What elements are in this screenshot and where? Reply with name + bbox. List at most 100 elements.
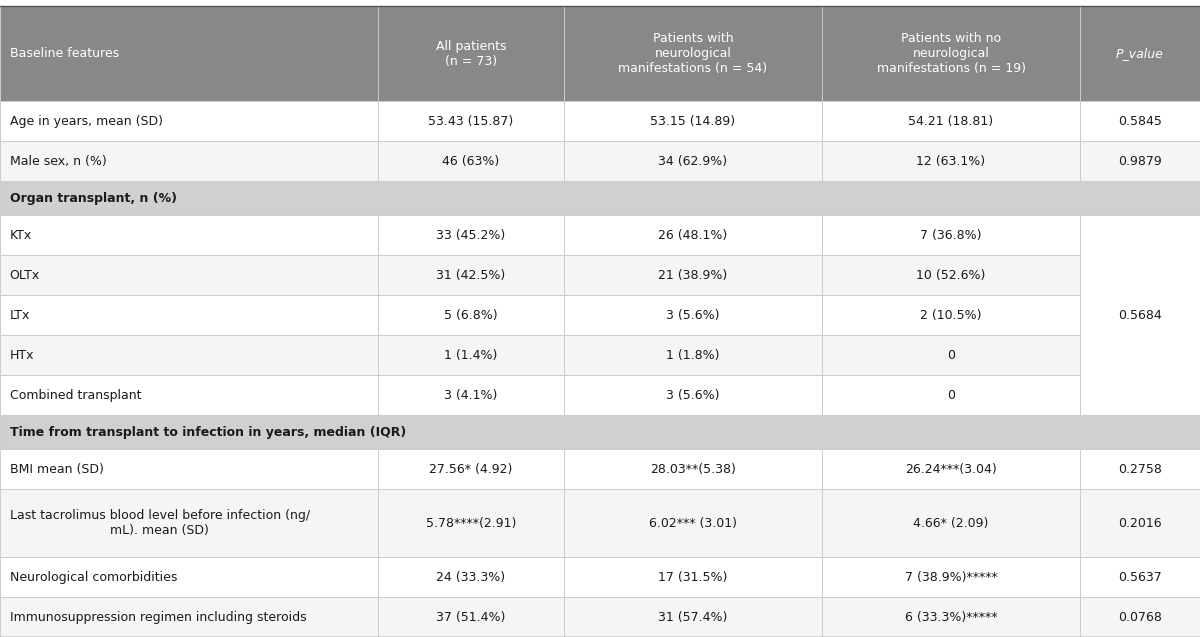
Bar bbox=[564, 335, 822, 375]
Text: 2 (10.5%): 2 (10.5%) bbox=[920, 309, 982, 322]
Text: 28.03**(5.38): 28.03**(5.38) bbox=[650, 463, 736, 476]
Text: 6 (33.3%)*****: 6 (33.3%)***** bbox=[905, 611, 997, 624]
Text: 53.15 (14.89): 53.15 (14.89) bbox=[650, 115, 736, 128]
Text: 0.9879: 0.9879 bbox=[1118, 155, 1162, 168]
Text: 53.43 (15.87): 53.43 (15.87) bbox=[428, 115, 514, 128]
Bar bbox=[378, 375, 564, 415]
Bar bbox=[378, 489, 564, 557]
Bar bbox=[1080, 557, 1200, 598]
Text: 5.78****(2.91): 5.78****(2.91) bbox=[426, 517, 516, 530]
Bar bbox=[822, 335, 1080, 375]
Bar bbox=[564, 6, 822, 101]
Bar bbox=[0, 489, 378, 557]
Text: BMI mean (SD): BMI mean (SD) bbox=[10, 463, 103, 476]
Text: 4.66* (2.09): 4.66* (2.09) bbox=[913, 517, 989, 530]
Bar bbox=[0, 335, 378, 375]
Bar bbox=[378, 296, 564, 335]
Bar bbox=[822, 101, 1080, 141]
Bar bbox=[822, 255, 1080, 296]
Bar bbox=[1080, 215, 1200, 415]
Text: Time from transplant to infection in years, median (IQR): Time from transplant to infection in yea… bbox=[10, 426, 406, 439]
Bar bbox=[378, 449, 564, 489]
Bar bbox=[378, 335, 564, 375]
Bar bbox=[564, 255, 822, 296]
Text: 12 (63.1%): 12 (63.1%) bbox=[917, 155, 985, 168]
Text: 21 (38.9%): 21 (38.9%) bbox=[659, 269, 727, 282]
Bar bbox=[822, 215, 1080, 255]
Text: 6.02*** (3.01): 6.02*** (3.01) bbox=[649, 517, 737, 530]
Text: 0.2016: 0.2016 bbox=[1118, 517, 1162, 530]
Text: 26 (48.1%): 26 (48.1%) bbox=[659, 229, 727, 242]
Text: 10 (52.6%): 10 (52.6%) bbox=[917, 269, 985, 282]
Text: HTx: HTx bbox=[10, 349, 34, 362]
Bar bbox=[378, 215, 564, 255]
Text: Age in years, mean (SD): Age in years, mean (SD) bbox=[10, 115, 163, 128]
Bar bbox=[564, 141, 822, 182]
Text: 0.5637: 0.5637 bbox=[1118, 571, 1162, 584]
Text: 0: 0 bbox=[947, 349, 955, 362]
Text: 7 (36.8%): 7 (36.8%) bbox=[920, 229, 982, 242]
Text: 1 (1.4%): 1 (1.4%) bbox=[444, 349, 498, 362]
Bar bbox=[1080, 101, 1200, 141]
Bar bbox=[822, 449, 1080, 489]
Bar bbox=[564, 557, 822, 598]
Bar bbox=[822, 375, 1080, 415]
Bar bbox=[564, 375, 822, 415]
Text: All patients
(n = 73): All patients (n = 73) bbox=[436, 40, 506, 68]
Text: 27.56* (4.92): 27.56* (4.92) bbox=[430, 463, 512, 476]
Text: 33 (45.2%): 33 (45.2%) bbox=[437, 229, 505, 242]
Bar bbox=[0, 215, 378, 255]
Text: Immunosuppression regimen including steroids: Immunosuppression regimen including ster… bbox=[10, 611, 306, 624]
Bar bbox=[822, 6, 1080, 101]
Bar bbox=[822, 296, 1080, 335]
Bar bbox=[564, 215, 822, 255]
Text: 46 (63%): 46 (63%) bbox=[443, 155, 499, 168]
Bar bbox=[1080, 6, 1200, 101]
Text: Combined transplant: Combined transplant bbox=[10, 389, 142, 402]
Bar bbox=[0, 182, 1200, 215]
Text: 31 (57.4%): 31 (57.4%) bbox=[659, 611, 727, 624]
Text: 0.0768: 0.0768 bbox=[1118, 611, 1162, 624]
Bar bbox=[378, 101, 564, 141]
Text: Last tacrolimus blood level before infection (ng/
mL). mean (SD): Last tacrolimus blood level before infec… bbox=[10, 510, 310, 538]
Text: 0.5684: 0.5684 bbox=[1118, 309, 1162, 322]
Bar bbox=[0, 449, 378, 489]
Bar bbox=[564, 598, 822, 637]
Bar bbox=[0, 6, 378, 101]
Text: OLTx: OLTx bbox=[10, 269, 40, 282]
Text: Patients with
neurological
manifestations (n = 54): Patients with neurological manifestation… bbox=[618, 32, 768, 75]
Text: KTx: KTx bbox=[10, 229, 32, 242]
Text: 0: 0 bbox=[947, 389, 955, 402]
Text: 3 (4.1%): 3 (4.1%) bbox=[444, 389, 498, 402]
Text: 34 (62.9%): 34 (62.9%) bbox=[659, 155, 727, 168]
Bar bbox=[564, 489, 822, 557]
Bar bbox=[0, 141, 378, 182]
Text: 0.5845: 0.5845 bbox=[1118, 115, 1162, 128]
Text: 1 (1.8%): 1 (1.8%) bbox=[666, 349, 720, 362]
Bar bbox=[0, 598, 378, 637]
Text: 24 (33.3%): 24 (33.3%) bbox=[437, 571, 505, 584]
Text: 31 (42.5%): 31 (42.5%) bbox=[437, 269, 505, 282]
Bar bbox=[564, 449, 822, 489]
Text: 0.2758: 0.2758 bbox=[1118, 463, 1162, 476]
Text: 5 (6.8%): 5 (6.8%) bbox=[444, 309, 498, 322]
Bar bbox=[1080, 598, 1200, 637]
Bar bbox=[378, 141, 564, 182]
Text: 26.24***(3.04): 26.24***(3.04) bbox=[905, 463, 997, 476]
Bar bbox=[822, 557, 1080, 598]
Bar bbox=[822, 141, 1080, 182]
Text: 17 (31.5%): 17 (31.5%) bbox=[659, 571, 727, 584]
Bar bbox=[1080, 489, 1200, 557]
Text: 3 (5.6%): 3 (5.6%) bbox=[666, 309, 720, 322]
Bar bbox=[1080, 449, 1200, 489]
Text: Baseline features: Baseline features bbox=[10, 47, 119, 61]
Bar bbox=[378, 6, 564, 101]
Bar bbox=[378, 255, 564, 296]
Bar bbox=[822, 598, 1080, 637]
Bar bbox=[0, 255, 378, 296]
Bar bbox=[1080, 141, 1200, 182]
Bar bbox=[378, 598, 564, 637]
Bar bbox=[0, 557, 378, 598]
Text: P_value: P_value bbox=[1116, 47, 1164, 61]
Text: Neurological comorbidities: Neurological comorbidities bbox=[10, 571, 176, 584]
